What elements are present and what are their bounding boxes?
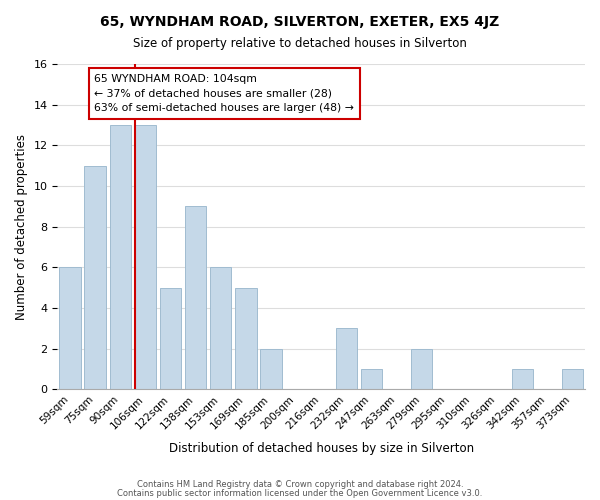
Bar <box>411 348 433 389</box>
Bar <box>210 267 232 389</box>
Bar <box>335 328 357 389</box>
Bar <box>562 369 583 389</box>
Bar <box>235 288 257 389</box>
Text: 65 WYNDHAM ROAD: 104sqm
← 37% of detached houses are smaller (28)
63% of semi-de: 65 WYNDHAM ROAD: 104sqm ← 37% of detache… <box>94 74 354 114</box>
Bar <box>59 267 80 389</box>
Bar <box>85 166 106 389</box>
Text: Contains HM Land Registry data © Crown copyright and database right 2024.: Contains HM Land Registry data © Crown c… <box>137 480 463 489</box>
Bar <box>110 125 131 389</box>
Text: 65, WYNDHAM ROAD, SILVERTON, EXETER, EX5 4JZ: 65, WYNDHAM ROAD, SILVERTON, EXETER, EX5… <box>100 15 500 29</box>
Text: Contains public sector information licensed under the Open Government Licence v3: Contains public sector information licen… <box>118 488 482 498</box>
Bar <box>512 369 533 389</box>
Text: Size of property relative to detached houses in Silverton: Size of property relative to detached ho… <box>133 38 467 51</box>
Bar <box>134 125 156 389</box>
Bar <box>185 206 206 389</box>
Bar <box>160 288 181 389</box>
Y-axis label: Number of detached properties: Number of detached properties <box>15 134 28 320</box>
Bar <box>361 369 382 389</box>
X-axis label: Distribution of detached houses by size in Silverton: Distribution of detached houses by size … <box>169 442 474 455</box>
Bar <box>260 348 281 389</box>
